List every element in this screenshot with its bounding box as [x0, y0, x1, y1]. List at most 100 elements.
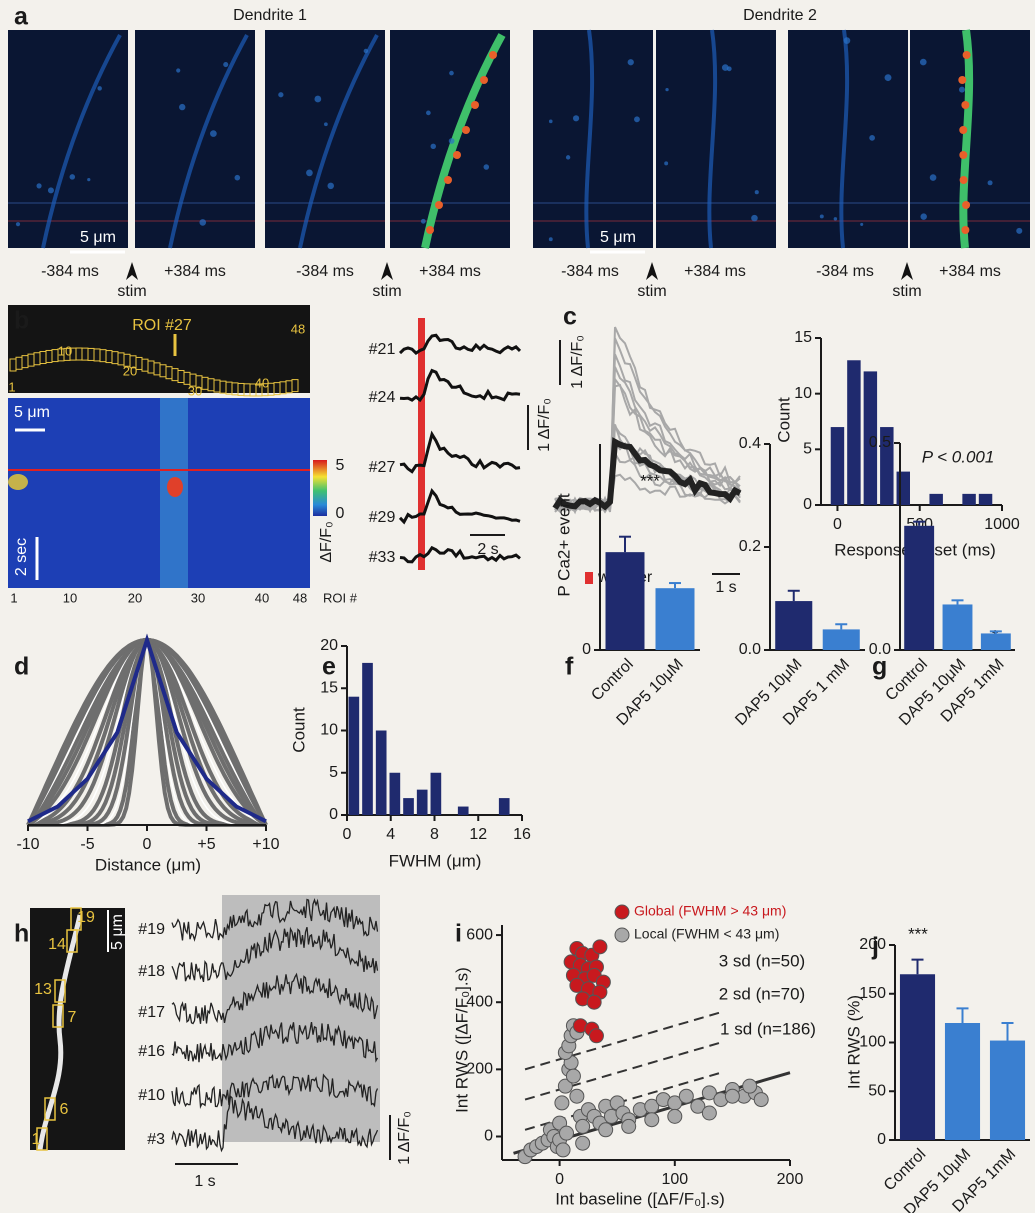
roi-tick: 10 [58, 343, 72, 358]
speck [549, 120, 553, 124]
hotspot [462, 126, 470, 134]
stim-arrow [126, 262, 138, 280]
point [702, 1106, 716, 1120]
speck [988, 180, 993, 185]
panel-label: h [14, 920, 29, 948]
point [560, 1126, 574, 1140]
y-axis-label: Int RWS ([ΔF/F₀].s) [452, 967, 471, 1113]
annotation: 2 sd (n=70) [719, 984, 805, 1003]
hotspot [471, 101, 479, 109]
bar [904, 526, 934, 650]
panel-label: d [14, 653, 29, 681]
y-axis-label: Count [289, 707, 308, 753]
point [555, 1096, 569, 1110]
bar [900, 974, 935, 1140]
threshold-line [525, 1012, 721, 1069]
speck [199, 219, 206, 226]
x-tick-label: 100 [661, 1171, 688, 1188]
roi-label: 14 [48, 936, 66, 953]
bar [897, 472, 910, 505]
speck [36, 183, 41, 188]
profile [28, 640, 266, 825]
panel-label: e [322, 653, 336, 681]
heatmap-spot [8, 474, 28, 490]
speck [860, 223, 863, 226]
scale-label: 1 ΔF/F₀ [536, 398, 553, 452]
speck [449, 138, 455, 144]
roi-tick: 40 [255, 375, 269, 390]
speck [97, 86, 101, 90]
scale-label: 2 s [477, 541, 498, 558]
legend-label: Global (FWHM > 43 μm) [634, 903, 786, 919]
time-label: -384 ms [41, 263, 99, 280]
point [556, 1143, 570, 1157]
stim-label: stim [637, 283, 666, 300]
bar [499, 798, 510, 815]
trace-label: #19 [138, 921, 165, 938]
stim-arrow [646, 262, 658, 280]
bar [823, 629, 860, 650]
speck [324, 122, 328, 126]
hotspot [959, 126, 967, 134]
scale-label: 5 μm [109, 914, 126, 950]
roi-label: 1 [32, 1131, 41, 1148]
annotation: 1 sd (n=186) [720, 1019, 816, 1038]
stim-arrow [901, 262, 913, 280]
y-tick-label: 15 [320, 679, 338, 696]
time-label: +384 ms [419, 263, 481, 280]
roi-label: ROI #27 [132, 317, 192, 334]
speck [751, 215, 758, 222]
point [576, 1119, 590, 1133]
roi-tick: 1 [8, 379, 15, 394]
bar [945, 1023, 980, 1140]
axis-tick: 1 [10, 590, 17, 605]
speck [421, 219, 426, 224]
stim-label: stim [372, 283, 401, 300]
bar [403, 798, 414, 815]
speck [449, 71, 454, 76]
speck [210, 130, 217, 137]
x-tick-label: 8 [430, 826, 439, 843]
panel-label: b [14, 307, 29, 335]
roi-label: 19 [77, 909, 95, 926]
axis-label: ROI # [323, 590, 358, 605]
speck [1016, 228, 1022, 234]
scale-label: 1 ΔF/F₀ [396, 1111, 413, 1165]
x-tick-label: 0 [555, 1171, 564, 1188]
trace-label: #24 [369, 389, 396, 406]
panel-title: Dendrite 2 [743, 7, 817, 24]
scale-label: 2 sec [13, 538, 30, 576]
hotspot [426, 226, 434, 234]
time-label: -384 ms [561, 263, 619, 280]
bar [349, 697, 360, 815]
heatmap-spot [167, 477, 183, 497]
stim-label: stim [892, 283, 921, 300]
speck [176, 68, 180, 72]
speck [920, 213, 926, 219]
point [679, 1089, 693, 1103]
speck [235, 175, 241, 181]
point [599, 1123, 613, 1137]
speck [87, 178, 90, 181]
micrograph [135, 30, 255, 248]
panel-label: i [455, 920, 462, 948]
hotspot [435, 201, 443, 209]
speck [834, 217, 837, 220]
y-tick-label: 10 [794, 385, 812, 402]
panel-label: f [565, 653, 574, 681]
trace-label: #29 [369, 509, 396, 526]
scale-label: 5 μm [600, 229, 636, 246]
time-label: +384 ms [164, 263, 226, 280]
hotspot [444, 176, 452, 184]
axis-tick: 40 [255, 590, 269, 605]
trace-label: #33 [369, 549, 396, 566]
x-tick-label: +5 [197, 836, 215, 853]
speck [549, 237, 553, 241]
bar [943, 604, 973, 650]
hotspot [489, 51, 497, 59]
y-tick-label: 0 [582, 641, 591, 658]
point [622, 1119, 636, 1133]
speck [885, 74, 892, 81]
speck [722, 64, 729, 71]
x-tick-label: Control [588, 656, 637, 705]
